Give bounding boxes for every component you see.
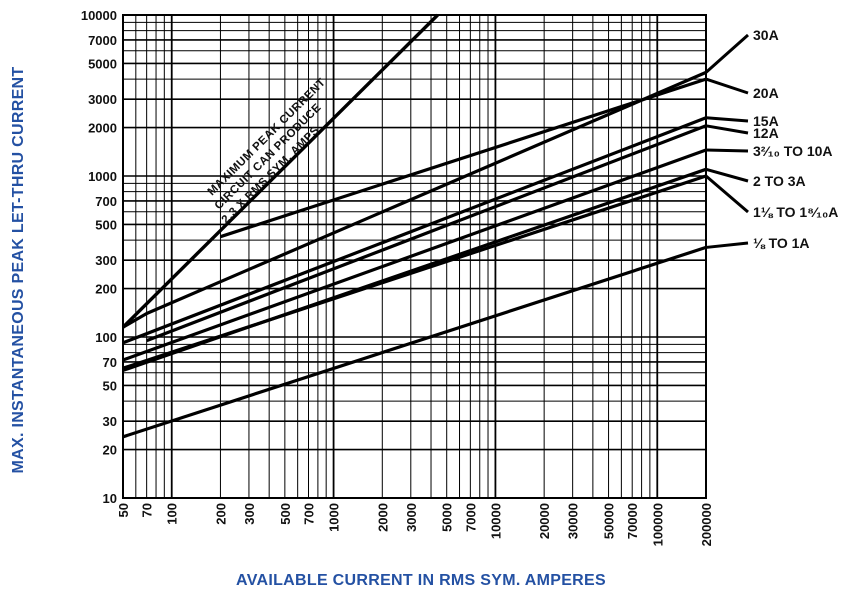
- x-tick-label: 200: [213, 503, 228, 525]
- y-tick-label: 500: [95, 217, 117, 232]
- major-grid: [123, 14, 706, 499]
- y-tick-label: 100: [95, 330, 117, 345]
- series-label: 15A: [753, 113, 779, 129]
- series-label: ⅛ TO 1A: [753, 235, 810, 251]
- label-leader: [705, 174, 749, 214]
- y-tick-label: 7000: [88, 33, 117, 48]
- x-tick-label: 300: [242, 503, 257, 525]
- label-leader: [705, 167, 749, 183]
- x-tick-label: 5000: [440, 503, 455, 532]
- label-leader: [705, 33, 749, 74]
- x-tick-label: 2000: [375, 503, 390, 532]
- series-label: 20A: [753, 85, 779, 101]
- annotation-line: CIRCUIT CAN PRODUCE: [213, 101, 324, 212]
- series-label-leaders: [705, 33, 749, 249]
- label-leader: [705, 116, 749, 123]
- x-tick-label: 50000: [602, 503, 617, 539]
- label-leader: [705, 148, 749, 153]
- y-tick-label: 10000: [81, 8, 117, 23]
- series-label: 12A: [753, 125, 779, 141]
- y-tick-label: 30: [103, 414, 117, 429]
- series-line: [146, 124, 707, 343]
- series-label: 2 TO 3A: [753, 173, 806, 189]
- x-axis-label: AVAILABLE CURRENT IN RMS SYM. AMPERES: [236, 572, 606, 589]
- y-tick-label: 5000: [88, 56, 117, 71]
- series-label: 30A: [753, 27, 779, 43]
- y-tick-label: 10: [103, 491, 117, 506]
- series-line: [122, 70, 707, 329]
- x-tick-label: 50: [116, 503, 131, 517]
- y-axis-label-wrap: MAX. INSTANTANEOUS PEAK LET-THRU CURRENT: [4, 10, 34, 530]
- y-tick-label: 700: [95, 194, 117, 209]
- x-tick-label: 70: [140, 503, 155, 517]
- series-line: [122, 245, 707, 439]
- x-tick-label: 70000: [625, 503, 640, 539]
- label-leader: [705, 124, 749, 135]
- y-tick-label: 300: [95, 253, 117, 268]
- series-label: 3²⁄₁₀ TO 10A: [753, 143, 833, 159]
- x-tick-label: 3000: [404, 503, 419, 532]
- y-tick-labels: 10 20 30 50 70 100 200 300 500 700 1000 2000 3000 500…: [81, 8, 117, 506]
- y-tick-label: 20: [103, 443, 117, 458]
- series-line: [122, 116, 707, 345]
- series-line: [219, 77, 707, 239]
- y-axis-label: MAX. INSTANTANEOUS PEAK LET-THRU CURRENT: [10, 66, 27, 474]
- x-tick-label: 100: [165, 503, 180, 525]
- y-tick-label: 50: [103, 378, 117, 393]
- y-tick-label: 1000: [88, 169, 117, 184]
- x-tick-label: 30000: [566, 503, 581, 539]
- label-leader: [705, 77, 749, 95]
- y-tick-label: 2000: [88, 121, 117, 136]
- x-tick-label: 7000: [463, 503, 478, 532]
- x-tick-label: 10000: [488, 503, 503, 539]
- y-tick-label: 3000: [88, 92, 117, 107]
- label-leader: [705, 241, 749, 249]
- series-lines: [121, 13, 707, 439]
- y-tick-label: 200: [95, 282, 117, 297]
- x-tick-label: 200000: [699, 503, 714, 546]
- x-tick-label: 1000: [327, 503, 342, 532]
- plot-frame: [122, 14, 707, 499]
- y-tick-label: 70: [103, 355, 117, 370]
- x-tick-label: 700: [302, 503, 317, 525]
- x-tick-label: 100000: [650, 503, 665, 546]
- x-tick-label: 500: [278, 503, 293, 525]
- series-line: [122, 148, 707, 362]
- series-label: 1⅛ TO 1⁸⁄₁₀A: [753, 204, 838, 220]
- x-tick-labels: 50 70 100 200 300 500 700 1000 2000 3000 5000 7000 1…: [116, 503, 714, 546]
- max-peak-line: [121, 13, 439, 329]
- series-line: [122, 174, 707, 370]
- x-tick-label: 20000: [537, 503, 552, 539]
